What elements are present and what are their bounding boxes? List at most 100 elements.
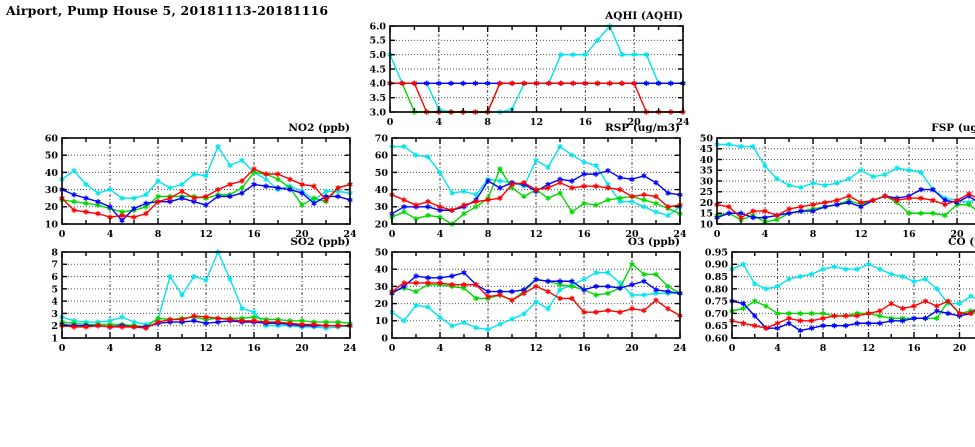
data-point-marker [911,315,917,322]
data-point-marker [71,198,77,205]
data-point-marker [299,181,305,188]
data-point-marker [425,198,431,205]
data-point-marker [521,180,527,186]
data-point-marker [497,166,503,172]
y-tick-label: 0.80 [705,284,729,295]
data-point-marker [143,200,149,207]
x-tick-label: 8 [484,117,491,128]
data-point-marker [834,180,840,186]
data-point-marker [582,51,588,58]
x-tick-label: 20 [295,229,309,240]
data-point-marker [323,188,329,195]
plot-panel-o3: 0 10 20 30 40 50 0 4 8 12 16 20 24 O3 (ppb) [352,236,687,358]
data-point-marker [473,198,479,205]
data-point-marker [593,269,599,276]
data-point-marker [203,202,209,208]
data-point-marker [545,185,551,191]
data-point-marker [968,310,974,317]
data-point-marker [956,300,963,307]
data-point-marker [335,185,341,191]
series-red [389,180,683,213]
series-cyan [729,261,975,307]
data-point-marker [846,199,852,206]
data-point-marker [740,320,747,326]
data-point-marker [934,315,940,322]
data-point-marker [629,176,635,182]
data-point-marker [521,290,527,296]
data-point-marker [906,210,912,216]
data-point-marker [299,321,305,328]
data-point-marker [95,198,101,205]
x-tick-label: 12 [199,229,212,240]
data-point-marker [831,323,838,329]
data-point-marker [299,190,305,196]
data-point-marker [71,192,77,198]
data-point-marker [888,300,894,307]
data-point-marker [203,320,209,326]
data-point-marker [275,185,281,191]
x-tick-label: 20 [950,229,964,240]
data-point-marker [641,204,647,210]
data-point-marker [399,80,405,87]
data-point-marker [858,167,864,173]
data-point-marker [95,190,101,196]
data-point-marker [820,323,826,329]
data-point-marker [774,320,781,326]
data-point-marker [497,178,503,184]
data-point-marker [763,325,769,331]
data-point-marker [899,318,906,324]
data-point-marker [810,201,816,208]
data-point-marker [581,183,587,189]
plot-title-co: CO (ppm) [948,236,975,248]
data-point-marker [263,319,269,325]
series-cyan [714,141,975,206]
x-tick-label: 20 [295,343,309,354]
data-point-marker [449,281,455,288]
data-point-marker [239,318,245,324]
x-tick-label: 16 [247,343,261,354]
data-point-marker [143,192,149,198]
y-tick-label: 20 [700,198,714,209]
data-point-marker [966,191,972,197]
plot-panel-rsp: 20 30 40 50 60 70 0 4 8 12 16 20 24 RSP (ug/m3) [352,122,687,244]
y-tick-label: 15 [700,209,713,220]
data-point-marker [797,273,803,280]
y-tick-label: 8 [51,247,58,258]
data-point-marker [437,169,443,176]
data-point-marker [865,310,872,317]
data-point-marker [83,209,89,215]
x-tick-label: 8 [155,229,162,240]
x-tick-label: 16 [577,229,591,240]
data-point-marker [570,51,576,58]
data-point-marker [413,273,419,279]
data-point-marker [569,152,575,158]
data-point-marker [797,310,803,317]
data-point-marker [843,313,849,319]
data-point-marker [413,152,419,158]
data-point-marker [311,200,317,207]
plot-svg-rsp: 20 30 40 50 60 70 0 4 8 12 16 20 24 [375,133,687,240]
data-point-marker [533,283,539,290]
data-point-marker [569,278,575,284]
x-tick-label: 4 [762,229,769,240]
plot-title-o3: O3 (ppb) [627,236,680,248]
data-point-marker [808,325,815,331]
data-point-marker [413,280,419,286]
data-point-marker [797,327,803,334]
data-point-marker [203,193,209,200]
y-tick-label: 40 [700,155,714,166]
plot-svg-fsp: 10152025303540455004812162024 [700,133,975,240]
data-point-marker [581,287,587,293]
data-point-marker [119,195,125,201]
y-tick-label: 25 [700,187,713,198]
data-point-marker [179,316,185,323]
data-point-marker [107,324,113,330]
x-tick-label: 8 [155,343,162,354]
data-point-marker [918,169,924,176]
x-tick-label: 20 [953,343,967,354]
data-point-marker [437,275,443,281]
data-point-marker [413,202,419,208]
data-point-marker [557,190,563,196]
data-point-marker [593,183,599,189]
data-point-marker [131,214,137,220]
